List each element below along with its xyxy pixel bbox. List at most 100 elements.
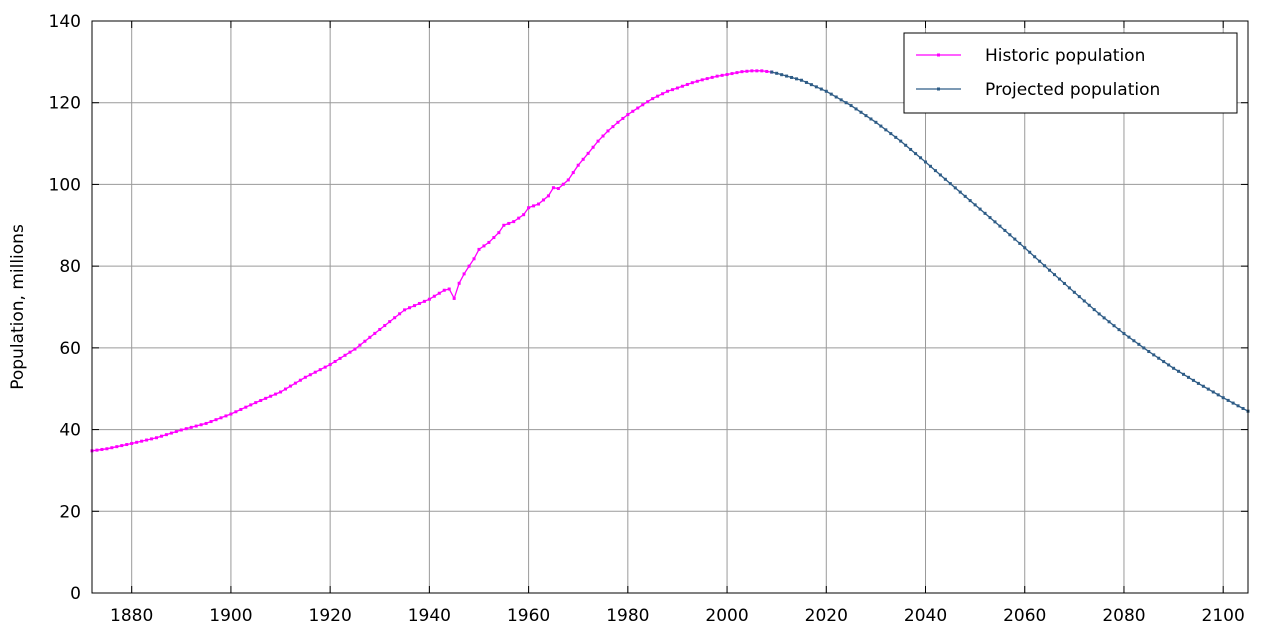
data-point <box>358 343 362 347</box>
data-point <box>864 114 868 118</box>
x-tick-label: 2040 <box>904 606 947 626</box>
data-point <box>780 73 784 77</box>
data-point <box>859 110 863 114</box>
grid <box>92 21 1248 593</box>
data-point <box>279 390 283 394</box>
data-point <box>363 339 367 343</box>
data-point <box>234 410 238 414</box>
data-point <box>705 77 709 81</box>
data-point <box>259 398 263 402</box>
data-point <box>1117 328 1121 332</box>
x-tick-label: 2060 <box>1003 606 1046 626</box>
data-point <box>1067 286 1071 290</box>
y-tick-label: 40 <box>59 421 81 441</box>
data-point <box>1018 241 1022 245</box>
data-point <box>497 231 501 235</box>
data-point <box>517 216 521 220</box>
data-point <box>1003 228 1007 232</box>
data-point <box>889 132 893 136</box>
data-point <box>591 145 595 149</box>
data-point <box>1092 308 1096 312</box>
data-point <box>804 80 808 84</box>
data-point <box>1201 384 1205 388</box>
data-point <box>492 236 496 240</box>
data-point <box>1062 281 1066 285</box>
data-point <box>700 78 704 82</box>
data-point <box>824 89 828 93</box>
data-point <box>670 88 674 92</box>
data-point <box>983 211 987 215</box>
data-point <box>1157 356 1161 360</box>
data-point <box>1241 406 1245 410</box>
ticks: 1880 1900 1920 1940 1960 1980 2000 2020 2040 2060… <box>49 12 1248 626</box>
data-point <box>576 163 580 167</box>
data-point <box>293 381 297 385</box>
data-point <box>437 291 441 295</box>
data-point <box>849 104 853 108</box>
data-point <box>467 264 471 268</box>
x-tick-label: 1920 <box>309 606 352 626</box>
data-point <box>546 194 550 198</box>
data-point <box>1167 363 1171 367</box>
data-point <box>755 69 759 73</box>
data-point <box>1172 366 1176 370</box>
data-point <box>720 73 724 77</box>
data-point <box>100 447 104 451</box>
data-point <box>1216 393 1220 397</box>
data-point <box>1122 332 1126 336</box>
data-point <box>785 74 789 78</box>
data-point <box>1236 404 1240 408</box>
data-point <box>770 70 774 74</box>
data-point <box>1013 237 1017 241</box>
data-point <box>1043 264 1047 268</box>
data-point <box>328 363 332 367</box>
data-point <box>318 368 322 372</box>
data-point <box>264 396 268 400</box>
data-point <box>884 128 888 132</box>
data-point <box>551 186 555 190</box>
data-point <box>408 306 412 310</box>
data-point <box>110 446 114 450</box>
data-point <box>412 304 416 308</box>
data-point <box>462 272 466 276</box>
data-point <box>566 178 570 182</box>
data-point <box>274 392 278 396</box>
data-point <box>541 198 545 202</box>
data-point <box>641 103 645 107</box>
data-point <box>1097 312 1101 316</box>
plot-frame <box>91 20 1249 594</box>
data-point <box>765 69 769 73</box>
y-tick-label: 140 <box>49 12 81 32</box>
data-point <box>695 79 699 83</box>
data-point <box>1162 360 1166 364</box>
data-point <box>919 156 923 160</box>
data-point <box>288 384 292 388</box>
data-point <box>725 73 729 77</box>
data-point <box>571 171 575 175</box>
data-point <box>105 447 109 451</box>
data-point <box>1072 290 1076 294</box>
data-point <box>1087 303 1091 307</box>
data-point <box>269 394 273 398</box>
data-point <box>760 69 764 73</box>
data-point <box>924 160 928 164</box>
data-point <box>809 83 813 87</box>
x-tick-label: 2020 <box>805 606 848 626</box>
data-point <box>1082 299 1086 303</box>
data-point <box>417 301 421 305</box>
data-point <box>1023 246 1027 250</box>
data-point <box>938 173 942 177</box>
data-point <box>130 441 134 445</box>
data-point <box>656 94 660 98</box>
data-point <box>814 85 818 89</box>
data-point <box>308 373 312 377</box>
data-point <box>398 312 402 316</box>
data-point <box>1107 320 1111 324</box>
y-axis-label: Population, millions <box>8 224 28 390</box>
x-tick-label: 1900 <box>209 606 252 626</box>
data-point <box>95 448 99 452</box>
data-point <box>968 199 972 203</box>
data-point <box>1132 339 1136 343</box>
data-point <box>239 407 243 411</box>
data-point <box>596 139 600 143</box>
